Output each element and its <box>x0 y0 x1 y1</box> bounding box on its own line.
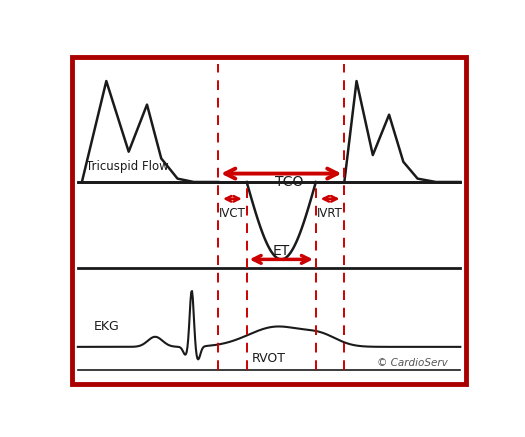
Text: TCO: TCO <box>275 175 303 189</box>
Text: RVOT: RVOT <box>252 352 286 365</box>
Text: ET: ET <box>272 244 290 258</box>
Text: IVCT: IVCT <box>219 207 246 220</box>
Text: © CardioServ: © CardioServ <box>377 358 448 368</box>
Text: IVRT: IVRT <box>317 207 343 220</box>
Text: EKG: EKG <box>94 320 120 333</box>
Text: Tricuspid Flow: Tricuspid Flow <box>86 160 169 173</box>
